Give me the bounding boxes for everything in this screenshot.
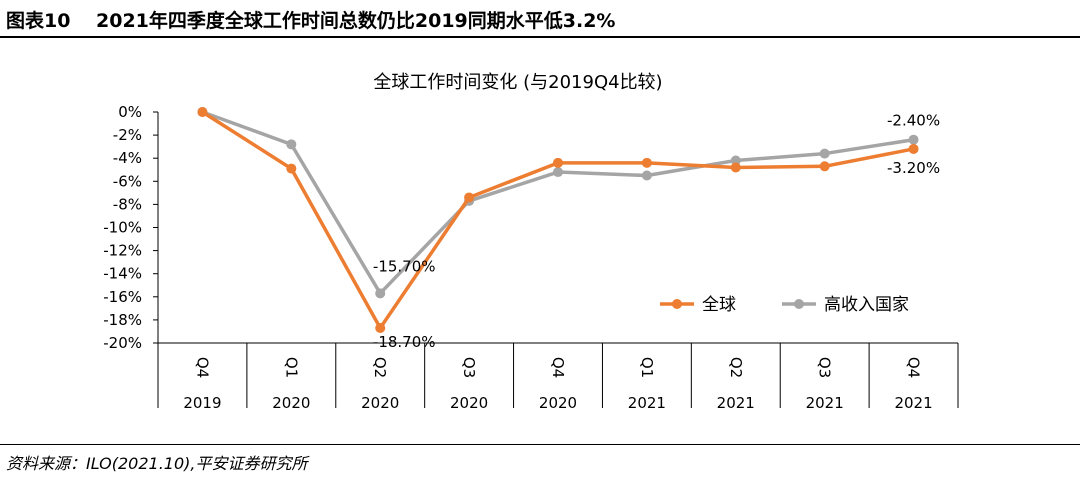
x-year-label: 2021	[717, 394, 755, 412]
legend-marker	[672, 299, 682, 309]
data-label: -15.70%	[373, 257, 436, 275]
y-tick-label: -6%	[113, 172, 142, 190]
y-tick-label: -18%	[103, 311, 142, 329]
x-quarter-label: Q2	[371, 357, 389, 378]
data-point	[375, 322, 386, 333]
header-rule	[0, 36, 1080, 38]
data-point	[908, 134, 919, 145]
x-quarter-label: Q4	[549, 357, 567, 378]
x-quarter-label: Q3	[460, 357, 478, 378]
x-year-label: 2020	[272, 394, 310, 412]
x-year-label: 2019	[183, 394, 221, 412]
data-point	[286, 163, 297, 174]
footer-rule	[0, 444, 1080, 445]
x-quarter-label: Q2	[727, 357, 745, 378]
figure-header: 图表10 2021年四季度全球工作时间总数仍比2019同期水平低3.2%	[0, 0, 1080, 36]
data-point	[641, 157, 652, 168]
data-point	[730, 162, 741, 173]
data-point	[641, 170, 652, 181]
data-label: -2.40%	[887, 112, 940, 130]
data-point	[375, 288, 386, 299]
legend-marker	[794, 299, 804, 309]
source-note: 资料来源：ILO(2021.10),平安证券研究所	[6, 454, 308, 473]
figure-label: 图表10	[6, 10, 71, 32]
x-quarter-label: Q1	[282, 357, 300, 378]
series-line-0	[201, 110, 914, 330]
data-point	[908, 143, 919, 154]
legend-label: 高收入国家	[824, 295, 909, 315]
line-chart: 全球工作时间变化 (与2019Q4比较) 0% -2% -4% -6% -8% -10% -…	[103, 72, 959, 412]
data-point	[819, 161, 830, 172]
data-point	[730, 155, 741, 166]
chart-axes: 0% -2% -4% -6% -8% -10% -12% -14% -16% -18% -20% Q4…	[103, 103, 959, 412]
y-tick-label: -12%	[103, 242, 142, 260]
chart-legend: 全球 高收入国家	[660, 295, 909, 315]
y-tick-label: 0%	[118, 103, 142, 121]
x-year-label: 2021	[628, 394, 666, 412]
data-labels: -15.70% -18.70% -2.40% -3.20%	[373, 112, 940, 351]
data-point	[819, 148, 830, 159]
data-label: -18.70%	[373, 333, 436, 351]
x-year-label: 2020	[450, 394, 488, 412]
x-year-label: 2021	[894, 394, 932, 412]
x-quarter-label: Q1	[638, 357, 656, 378]
data-point	[464, 192, 475, 203]
x-quarter-label: Q4	[905, 357, 923, 378]
data-point	[286, 139, 297, 150]
y-tick-label: -20%	[103, 334, 142, 352]
figure-title: 2021年四季度全球工作时间总数仍比2019同期水平低3.2%	[96, 10, 616, 32]
y-tick-label: -10%	[103, 219, 142, 237]
data-point	[553, 157, 563, 168]
legend-label: 全球	[702, 295, 736, 315]
data-point	[197, 107, 208, 117]
y-tick-label: -2%	[113, 126, 142, 144]
x-year-label: 2021	[806, 394, 844, 412]
y-tick-label: -8%	[113, 195, 142, 213]
y-tick-label: -16%	[103, 288, 142, 306]
y-tick-label: -14%	[103, 265, 142, 283]
chart-title: 全球工作时间变化 (与2019Q4比较)	[373, 72, 662, 93]
x-year-label: 2020	[539, 394, 577, 412]
x-year-label: 2020	[361, 394, 399, 412]
y-tick-label: -4%	[113, 149, 142, 167]
x-quarter-label: Q3	[816, 357, 834, 378]
x-quarter-label: Q4	[193, 357, 211, 378]
series-layer	[197, 107, 919, 333]
data-label: -3.20%	[887, 159, 940, 177]
data-point	[553, 167, 563, 178]
